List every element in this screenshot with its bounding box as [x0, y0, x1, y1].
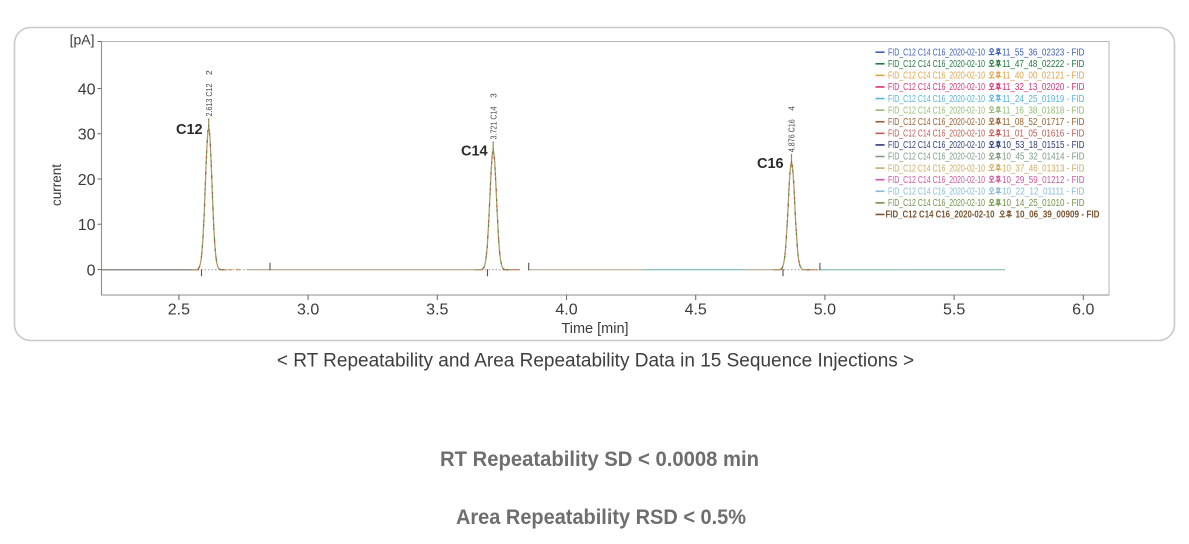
svg-text:FID_C12 C14 C16_2020-02-10: FID_C12 C14 C16_2020-02-10	[886, 210, 995, 221]
svg-text:FID_C12 C14 C16_2020-02-10: FID_C12 C14 C16_2020-02-10	[888, 186, 985, 197]
svg-text:FID_C12 C14 C16_2020-02-10: FID_C12 C14 C16_2020-02-10	[888, 82, 985, 93]
svg-text:10_45_32_01414 - FID: 10_45_32_01414 - FID	[1002, 152, 1085, 163]
svg-text:10: 10	[78, 217, 96, 234]
svg-text:FID_C12 C14 C16_2020-02-10: FID_C12 C14 C16_2020-02-10	[888, 198, 985, 209]
svg-text:C16: C16	[757, 156, 784, 172]
svg-text:5.0: 5.0	[814, 302, 836, 319]
svg-text:Area Repeatability RSD < 0.5%: Area Repeatability RSD < 0.5%	[456, 505, 746, 529]
svg-text:10_53_18_01515 - FID: 10_53_18_01515 - FID	[1002, 140, 1085, 151]
svg-text:11_08_52_01717 - FID: 11_08_52_01717 - FID	[1002, 117, 1085, 128]
svg-text:10_14_25_01010 - FID: 10_14_25_01010 - FID	[1002, 198, 1085, 209]
svg-text:FID_C12 C14 C16_2020-02-10: FID_C12 C14 C16_2020-02-10	[888, 175, 985, 186]
svg-text:FID_C12 C14 C16_2020-02-10: FID_C12 C14 C16_2020-02-10	[888, 105, 985, 116]
svg-text:4: 4	[787, 106, 797, 111]
svg-text:30: 30	[78, 127, 96, 144]
svg-text:11_24_25_01919 - FID: 11_24_25_01919 - FID	[1002, 94, 1085, 105]
svg-text:40: 40	[78, 81, 96, 98]
svg-text:11_55_36_02323 - FID: 11_55_36_02323 - FID	[1002, 47, 1085, 58]
svg-text:11_32_13_02020 - FID: 11_32_13_02020 - FID	[1002, 82, 1085, 93]
svg-text:10_22_12_01111 - FID: 10_22_12_01111 - FID	[1002, 186, 1085, 197]
svg-text:20: 20	[78, 172, 96, 189]
svg-text:11_16_38_01818 - FID: 11_16_38_01818 - FID	[1002, 105, 1085, 116]
svg-text:2.613 C12: 2.613 C12	[204, 83, 214, 116]
svg-text:FID_C12 C14 C16_2020-02-10: FID_C12 C14 C16_2020-02-10	[888, 163, 985, 174]
svg-text:11_47_48_02222 - FID: 11_47_48_02222 - FID	[1002, 59, 1085, 70]
svg-text:FID_C12 C14 C16_2020-02-10: FID_C12 C14 C16_2020-02-10	[888, 117, 985, 128]
svg-text:FID_C12 C14 C16_2020-02-10: FID_C12 C14 C16_2020-02-10	[888, 152, 985, 163]
svg-text:6.0: 6.0	[1072, 302, 1094, 319]
svg-text:Time [min]: Time [min]	[561, 321, 628, 337]
svg-text:C14: C14	[461, 144, 488, 160]
svg-text:10_29_59_01212 - FID: 10_29_59_01212 - FID	[1002, 175, 1085, 186]
svg-text:3.0: 3.0	[297, 302, 319, 319]
svg-text:4.0: 4.0	[555, 302, 577, 319]
svg-text:FID_C12 C14 C16_2020-02-10: FID_C12 C14 C16_2020-02-10	[888, 59, 985, 70]
svg-text:5.5: 5.5	[943, 302, 965, 319]
svg-text:RT Repeatability SD < 0.0008 m: RT Repeatability SD < 0.0008 min	[440, 447, 759, 471]
svg-text:current: current	[49, 164, 64, 206]
svg-text:10_37_46_01313 - FID: 10_37_46_01313 - FID	[1002, 163, 1085, 174]
svg-text:FID_C12 C14 C16_2020-02-10: FID_C12 C14 C16_2020-02-10	[888, 94, 985, 105]
svg-text:3.5: 3.5	[426, 302, 448, 319]
svg-text:2.5: 2.5	[168, 302, 190, 319]
svg-text:11_01_05_01616 - FID: 11_01_05_01616 - FID	[1002, 129, 1085, 140]
svg-text:11_40_00_02121 - FID: 11_40_00_02121 - FID	[1002, 71, 1085, 82]
svg-text:< RT Repeatability and Area Re: < RT Repeatability and Area Repeatabilit…	[277, 351, 914, 372]
svg-text:FID_C12 C14 C16_2020-02-10: FID_C12 C14 C16_2020-02-10	[888, 71, 985, 82]
svg-text:0: 0	[87, 262, 96, 279]
svg-text:FID_C12 C14 C16_2020-02-10: FID_C12 C14 C16_2020-02-10	[888, 47, 985, 58]
svg-text:FID_C12 C14 C16_2020-02-10: FID_C12 C14 C16_2020-02-10	[888, 129, 985, 140]
svg-text:2: 2	[204, 70, 214, 75]
svg-text:3: 3	[488, 93, 498, 98]
svg-text:FID_C12 C14 C16_2020-02-10: FID_C12 C14 C16_2020-02-10	[888, 140, 985, 151]
svg-text:10_06_39_00909 - FID: 10_06_39_00909 - FID	[1016, 210, 1100, 221]
svg-text:[pA]: [pA]	[70, 32, 95, 48]
svg-text:4.876 C16: 4.876 C16	[787, 119, 797, 152]
svg-text:4.5: 4.5	[685, 302, 707, 319]
svg-text:C12: C12	[176, 122, 203, 138]
svg-text:3.721 C14: 3.721 C14	[488, 106, 498, 139]
